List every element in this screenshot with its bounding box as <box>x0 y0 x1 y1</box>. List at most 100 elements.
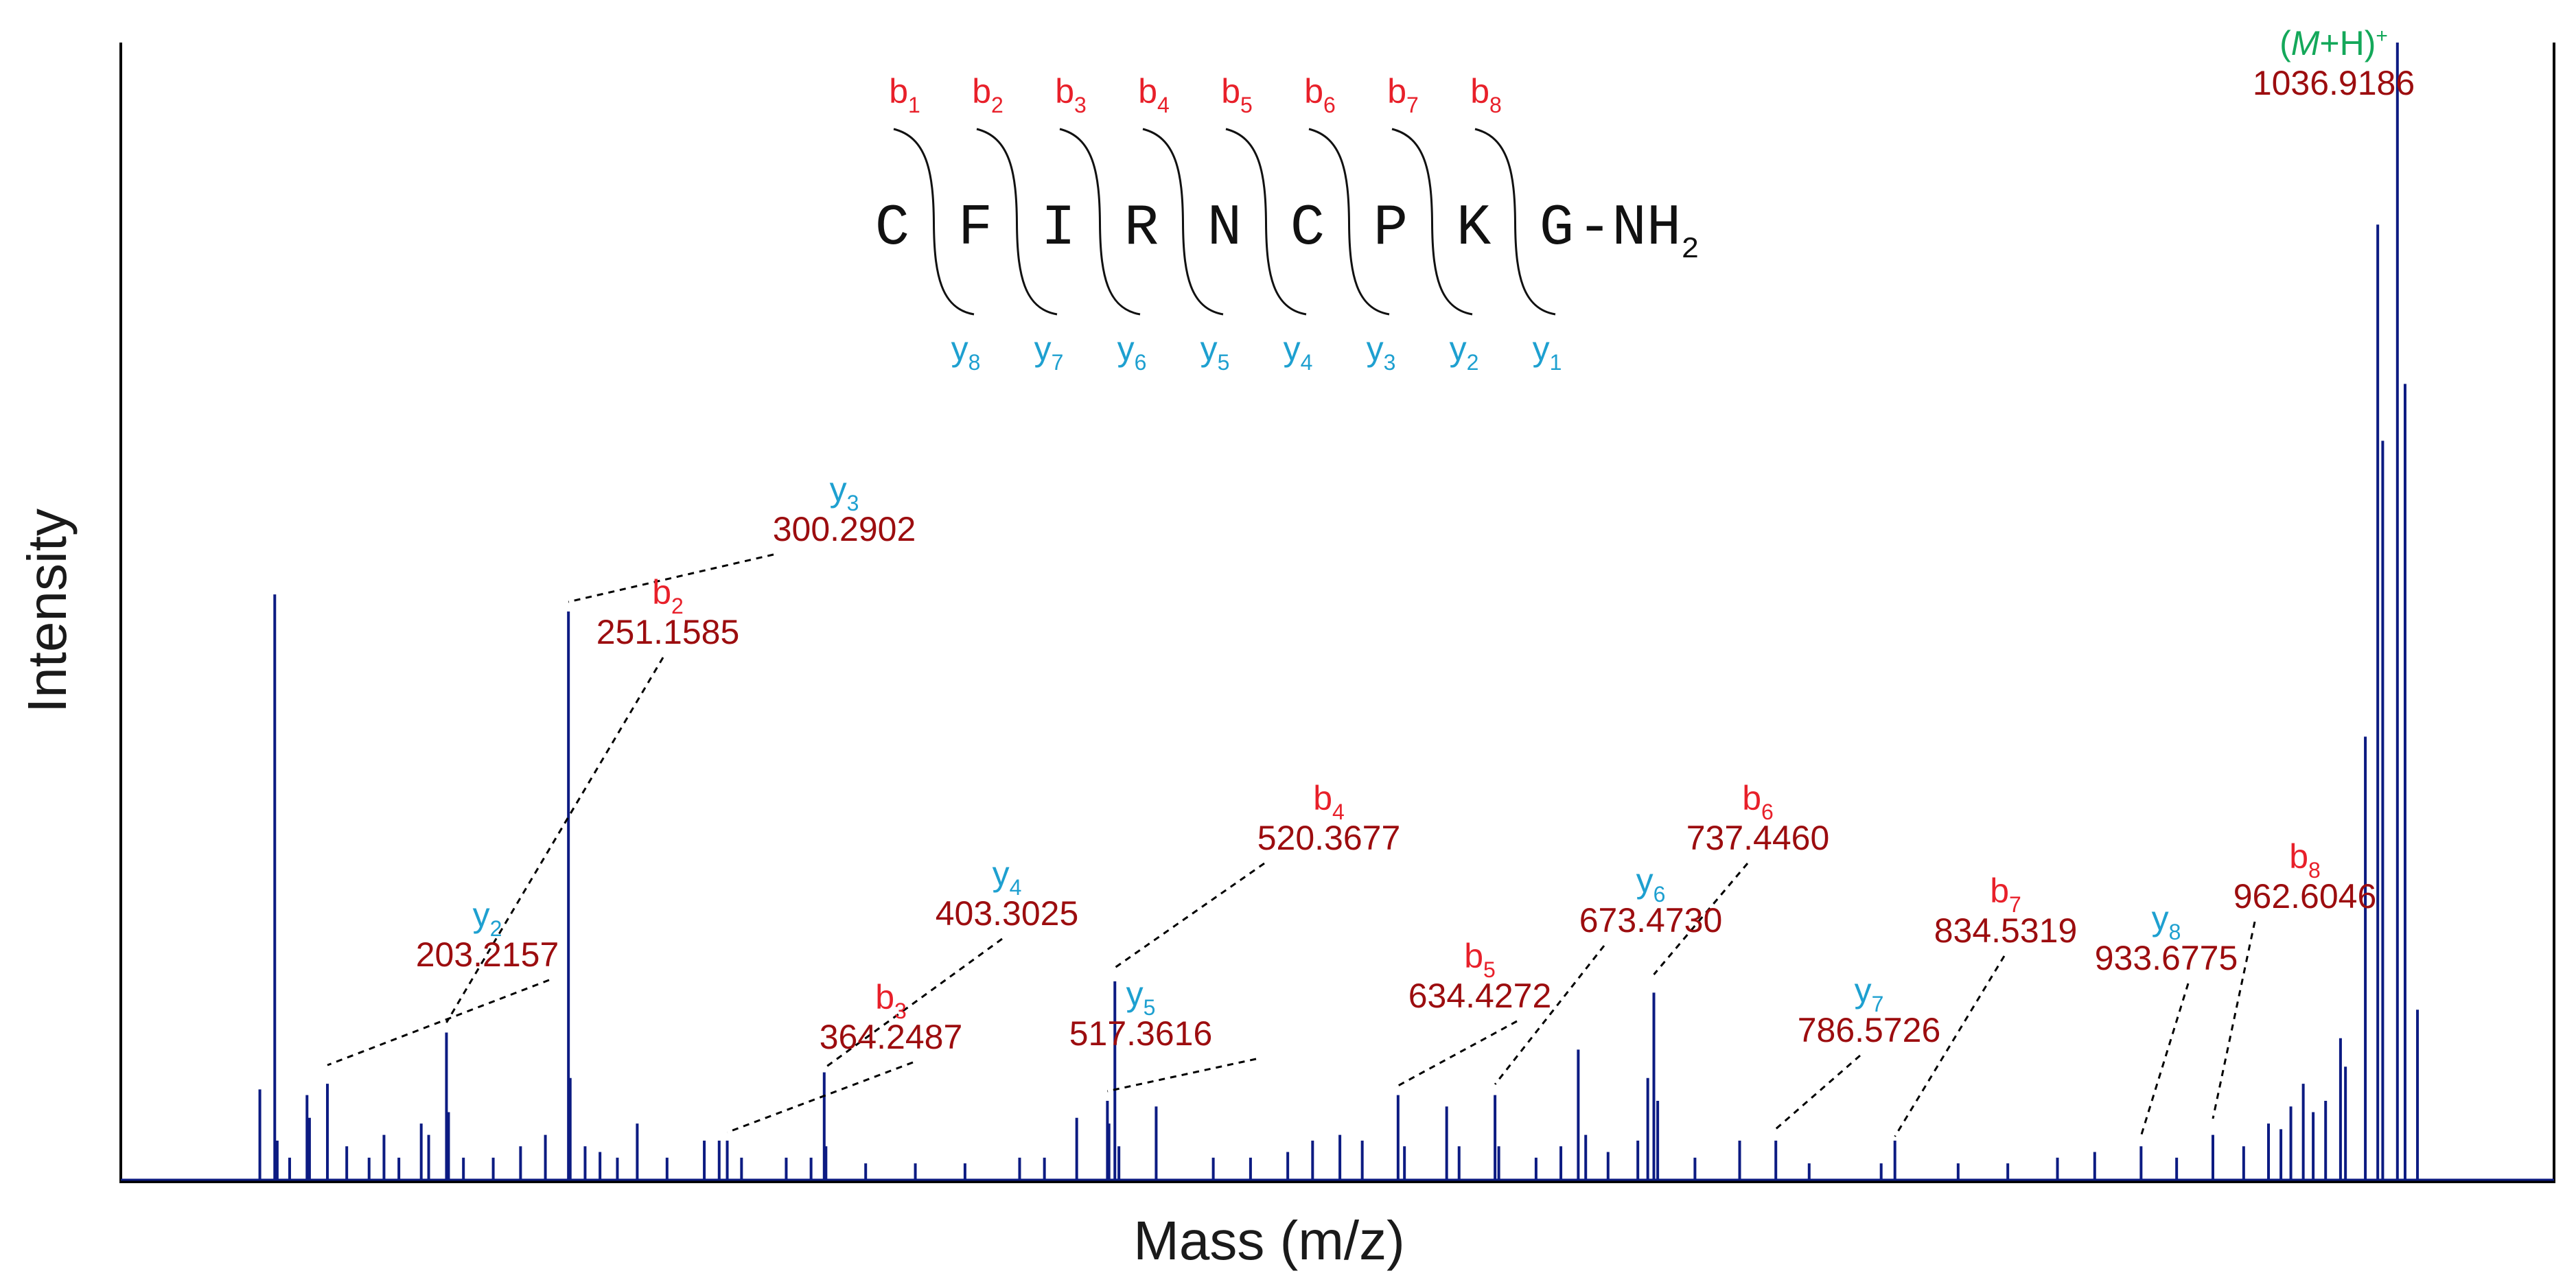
b-ion-series-label: b5 <box>1221 72 1253 117</box>
annotation-leader-line <box>2212 921 2256 1119</box>
residue-letter: R <box>1124 196 1159 261</box>
fragmentation-bond-curve <box>1225 128 1307 316</box>
ion-mass-label: 962.6046 <box>2233 877 2377 916</box>
annotation-leaders <box>327 553 2256 1137</box>
ion-mass-label: 364.2487 <box>820 1018 963 1056</box>
b-ion-series-label: b2 <box>972 72 1003 117</box>
fragmentation-bond-curve <box>1474 128 1556 316</box>
annotation-leader-line <box>1775 1054 1861 1130</box>
ion-mass-label: 300.2902 <box>773 510 916 548</box>
spectrum-layer <box>121 43 2554 1181</box>
annotation-leader-line <box>823 937 1003 1069</box>
y-ion-series-label: y2 <box>1450 329 1479 375</box>
annotation-leader-line <box>327 979 550 1067</box>
b-ion-series-label: b6 <box>1304 72 1336 117</box>
x-axis-title: Mass (m/z) <box>1133 1210 1405 1271</box>
annotation-leader-line <box>2139 983 2190 1137</box>
ion-name-label: y5 <box>1126 975 1156 1020</box>
y-ion-series-label: y8 <box>951 329 981 375</box>
residue-letter: F <box>958 196 993 261</box>
annotation-leader-line <box>1107 1058 1257 1093</box>
ion-mass-label: 203.2157 <box>416 935 559 974</box>
ion-name-label: y4 <box>993 854 1022 900</box>
ion-name-label: b4 <box>1313 779 1345 824</box>
ion-name-label: b7 <box>1990 872 2021 917</box>
peak-labels: y2203.2157b2251.1585y3300.2902b3364.2487… <box>416 24 2415 1056</box>
residue-letter: P <box>1373 196 1408 261</box>
y-ion-series-label: y6 <box>1117 329 1147 375</box>
ion-name-label: y7 <box>1855 971 1884 1016</box>
b-ion-series-label: b7 <box>1387 72 1419 117</box>
fragmentation-bond-curve <box>1391 128 1473 316</box>
b-ion-series-label: b4 <box>1138 72 1170 117</box>
annotation-leader-line <box>445 657 664 1023</box>
ion-name-label: b2 <box>652 573 684 618</box>
y-ion-series-label: y1 <box>1533 329 1562 375</box>
residue-letter: C <box>875 196 909 261</box>
b-ion-series-label: b8 <box>1470 72 1502 117</box>
ion-mass-label: 737.4460 <box>1686 819 1830 857</box>
ion-name-label: y6 <box>1636 861 1666 907</box>
ion-mass-label: 1036.9186 <box>2253 64 2415 102</box>
residue-letter: N <box>1207 196 1242 261</box>
annotation-leader-line <box>1653 863 1749 975</box>
y-ion-series-label: y5 <box>1200 329 1230 375</box>
ion-name-label: y8 <box>2152 899 2181 944</box>
annotation-leader-line <box>727 1061 914 1134</box>
residue-letter: K <box>1457 196 1492 261</box>
ion-mass-label: 786.5726 <box>1798 1011 1941 1049</box>
residue-letter: G <box>1540 196 1574 261</box>
fragmentation-bond-curve <box>1059 128 1141 316</box>
ion-mass-label: 517.3616 <box>1069 1014 1213 1053</box>
annotation-leader-line <box>1397 1020 1518 1087</box>
ion-mass-label: 673.4730 <box>1579 901 1723 940</box>
residue-letter: I <box>1041 196 1076 261</box>
fragmentation-bond-curve <box>1308 128 1390 316</box>
ion-mass-label: 251.1585 <box>596 613 740 651</box>
ion-mass-label: 834.5319 <box>1934 911 2078 950</box>
b-ion-series-label: b3 <box>1055 72 1087 117</box>
y-ion-series-label: y3 <box>1367 329 1396 375</box>
y-axis-title: Intensity <box>16 509 78 713</box>
b-ion-series-label: b1 <box>889 72 920 117</box>
y-ion-series-label: y7 <box>1034 329 1064 375</box>
ion-name-label: b6 <box>1742 779 1774 824</box>
annotation-leader-line <box>1494 945 1605 1085</box>
y-ion-series-label: y4 <box>1284 329 1313 375</box>
ion-name-label: b8 <box>2289 837 2321 883</box>
annotation-leader-line <box>1894 955 2006 1137</box>
ion-mass-label: 520.3677 <box>1257 819 1401 857</box>
precursor-ion-label: (M+H)+ <box>2279 24 2388 62</box>
peak-annotation: (M+H)+1036.9186 <box>2253 24 2415 102</box>
ion-name-label: b3 <box>875 978 907 1023</box>
ion-name-label: b5 <box>1464 937 1496 982</box>
ion-name-label: y2 <box>473 896 502 941</box>
c-terminal-amide: -NH2 <box>1577 196 1699 267</box>
fragmentation-bond-curve <box>1142 128 1224 316</box>
ion-mass-label: 634.4272 <box>1408 977 1552 1015</box>
peptide-sequence-diagram: C F I R N C P K G -NH2b1y8b2y7b3y6b4y5b5y4b6y3b7y… <box>875 72 1699 375</box>
axes <box>119 43 2555 1183</box>
fragmentation-bond-curve <box>976 128 1058 316</box>
fragmentation-bond-curve <box>893 128 975 316</box>
annotation-leader-line <box>1114 862 1265 969</box>
ion-name-label: y3 <box>830 470 859 515</box>
ion-mass-label: 403.3025 <box>936 894 1079 933</box>
ion-mass-label: 933.6775 <box>2095 939 2238 977</box>
annotation-leader-line <box>568 553 774 603</box>
